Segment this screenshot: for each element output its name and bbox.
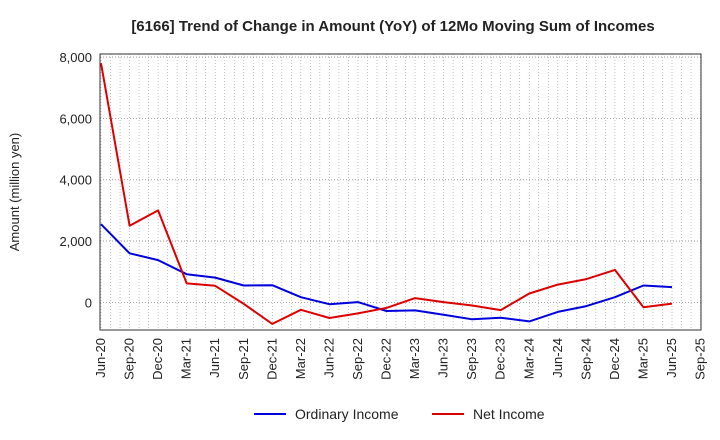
x-tick-label: Sep-22	[350, 338, 365, 380]
x-tick-label: Mar-21	[179, 338, 194, 379]
legend: Ordinary Income Net Income	[254, 406, 545, 422]
x-tick-label: Dec-21	[264, 338, 279, 380]
y-tick-label: 4,000	[59, 173, 92, 188]
plot-frame	[99, 53, 702, 331]
grid-lines	[100, 54, 701, 330]
x-tick-label: Sep-20	[122, 338, 137, 380]
x-tick-label: Sep-21	[236, 338, 251, 380]
x-tick-label: Sep-24	[578, 338, 593, 380]
x-tick-label: Dec-22	[379, 338, 394, 380]
x-tick-label: Mar-24	[521, 338, 536, 379]
y-tick-label: 6,000	[59, 111, 92, 126]
x-tick-label: Dec-24	[607, 338, 622, 380]
legend-label-net-income: Net Income	[473, 406, 545, 422]
x-tick-label: Dec-23	[493, 338, 508, 380]
x-tick-label: Jun-23	[436, 338, 451, 378]
series-lines	[100, 63, 673, 325]
y-tick-label: 0	[85, 295, 92, 310]
x-tick-label: Mar-23	[407, 338, 422, 379]
x-tick-label: Sep-25	[693, 338, 708, 380]
y-tick-label: 8,000	[59, 50, 92, 65]
x-tick-label: Jun-22	[321, 338, 336, 378]
chart-title: [6166] Trend of Change in Amount (YoY) o…	[131, 18, 654, 35]
series-line-ordinary-income	[100, 223, 673, 323]
x-tick-label: Dec-20	[150, 338, 165, 380]
y-tick-label: 2,000	[59, 234, 92, 249]
series-line-net-income	[100, 63, 673, 325]
x-tick-label: Jun-24	[550, 338, 565, 378]
plot-area	[100, 54, 701, 330]
x-tick-label: Mar-22	[293, 338, 308, 379]
legend-label-ordinary-income: Ordinary Income	[295, 406, 399, 422]
x-tick-label: Mar-25	[635, 338, 650, 379]
x-tick-labels: Jun-20 Sep-20 Dec-20 Mar-21 Jun-21 Sep-21 Dec-…	[93, 338, 708, 380]
x-tick-label: Jun-20	[93, 338, 108, 378]
x-tick-label: Jun-21	[207, 338, 222, 378]
x-tick-label: Jun-25	[664, 338, 679, 378]
y-tick-labels: 0 2,000 4,000 6,000 8,000	[59, 50, 92, 310]
y-axis-label: Amount (million yen)	[7, 133, 22, 252]
x-tick-label: Sep-23	[464, 338, 479, 380]
